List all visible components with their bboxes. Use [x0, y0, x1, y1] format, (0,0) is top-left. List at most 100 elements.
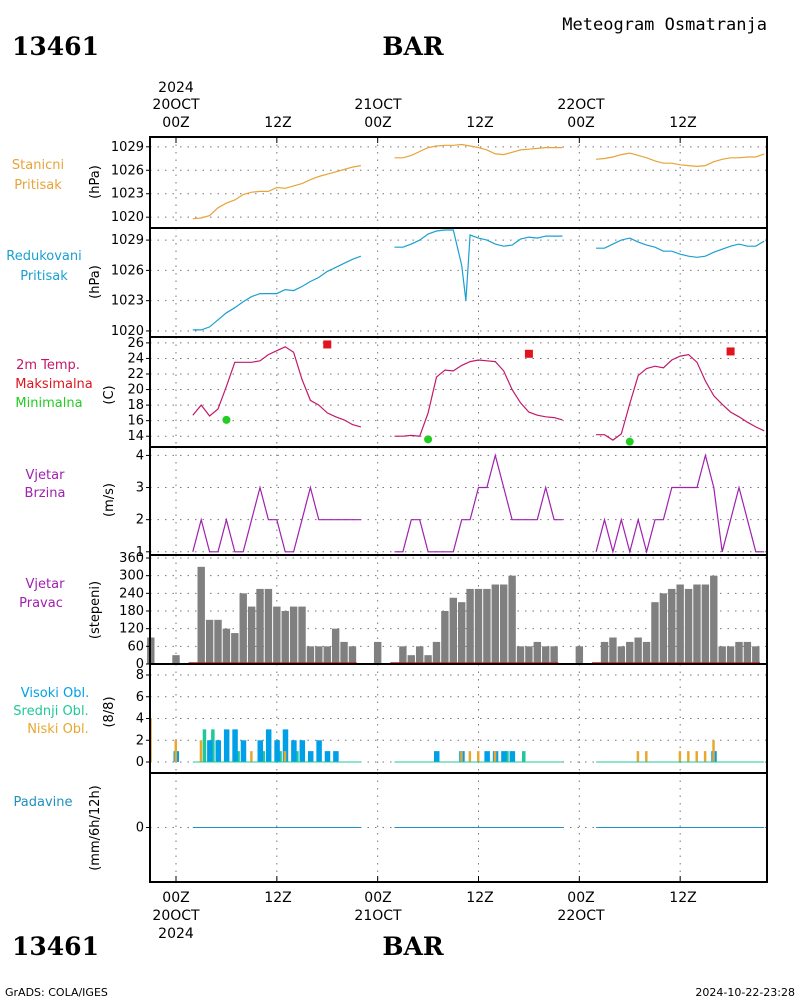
high-cloud-bar — [265, 729, 272, 762]
high-cloud-bar — [324, 751, 331, 762]
top-hour-label-1: 00Z — [162, 115, 189, 131]
wind-direction-bar — [247, 606, 256, 664]
wind-direction-bar — [222, 628, 231, 664]
high-cloud-bar — [215, 740, 222, 762]
y-tick-label: 18 — [127, 398, 144, 413]
y-tick-label: 180 — [119, 604, 144, 619]
wind-direction-bar — [491, 584, 500, 664]
wind-direction-bar — [752, 646, 760, 664]
y-tick-label: 360 — [119, 551, 144, 566]
top-hour-label-2: 12Z — [264, 115, 291, 131]
top-hour-label-5: 00Z — [567, 115, 594, 131]
label-reduced-pressure-2: Pritisak — [20, 269, 68, 284]
y-tick-label: 24 — [127, 351, 144, 366]
top-hour-label-4: 12Z — [466, 115, 493, 131]
wind-direction-bar — [172, 655, 180, 664]
plot-frame — [149, 136, 768, 883]
unit-reduced-pressure: (hPa) — [88, 265, 103, 299]
wind-direction-bar — [525, 646, 533, 664]
station-id-top: 13461 — [12, 32, 99, 61]
label-temp-2: Maksimalna — [15, 377, 93, 392]
wind-direction-bar — [432, 641, 441, 664]
low-cloud-bar — [477, 751, 480, 762]
bottom-hour-label-2: 12Z — [264, 890, 291, 906]
wind-direction-bar — [575, 646, 584, 664]
high-cloud-bar — [291, 740, 297, 762]
unit-precipitation: (mm/6h/12h) — [88, 785, 103, 871]
low-cloud-bar — [174, 740, 177, 762]
unit-clouds: (8/8) — [102, 696, 117, 727]
wind-direction-bar — [642, 641, 651, 664]
y-tick-label: 1 — [136, 545, 144, 560]
grid-lines — [150, 137, 767, 882]
mid-cloud-bar — [278, 751, 282, 762]
wind-direction-bar — [289, 606, 298, 664]
unit-wind-speed: (m/s) — [102, 483, 117, 517]
y-tick-label: 1026 — [111, 263, 144, 278]
axis-ticks: 1029102610231020102910261023102026242220… — [111, 137, 681, 882]
wind-direction-bar — [500, 584, 508, 664]
mid-cloud-bar — [505, 751, 509, 762]
y-tick-label: 120 — [119, 622, 144, 637]
low-cloud-bar — [687, 751, 690, 762]
reduced-pressure-line — [192, 255, 362, 331]
mid-cloud-bar — [211, 729, 215, 762]
high-cloud-bar — [257, 740, 264, 762]
y-tick-label: 240 — [119, 586, 144, 601]
wind-direction-bar — [214, 619, 222, 664]
y-tick-label: 3 — [136, 481, 144, 496]
wind-direction-bar — [668, 588, 676, 664]
y-tick-label: 1023 — [111, 294, 144, 309]
y-tick-label: 26 — [127, 336, 144, 351]
temperature-line — [596, 353, 765, 441]
low-cloud-bar — [468, 751, 472, 762]
tmin-marker — [222, 415, 231, 424]
label-wind-dir-2: Pravac — [19, 596, 63, 611]
y-tick-label: 0 — [136, 821, 144, 836]
top-hour-label-6: 12Z — [669, 115, 696, 131]
low-cloud-bar — [460, 751, 463, 762]
y-tick-label: 1020 — [111, 210, 144, 225]
wind-speed-line — [394, 453, 563, 553]
wind-direction-bar — [306, 646, 315, 664]
y-tick-label: 1029 — [111, 140, 144, 155]
label-temp-3: Minimalna — [15, 396, 82, 411]
low-cloud-bar — [250, 751, 253, 762]
top-hour-label-3: 00Z — [364, 115, 391, 131]
label-temp-1: 2m Temp. — [16, 358, 80, 373]
y-tick-label: 22 — [127, 367, 144, 382]
footer-timestamp: 2024-10-22-23:28 — [695, 986, 795, 999]
wind-direction-bar — [239, 593, 247, 664]
wind-direction-bar — [399, 646, 407, 664]
y-tick-label: 60 — [127, 639, 144, 654]
mid-cloud-bar — [522, 751, 526, 762]
high-cloud-bar — [240, 740, 247, 762]
chart-marks — [147, 143, 765, 828]
wind-direction-bar — [264, 588, 273, 664]
low-cloud-bar — [712, 740, 715, 762]
tmax-marker — [524, 349, 533, 358]
wind-direction-bar — [348, 646, 357, 664]
high-cloud-bar — [274, 740, 280, 762]
panel-frames — [149, 136, 768, 883]
y-tick-label: 20 — [127, 383, 144, 398]
label-reduced-pressure-1: Redukovani — [6, 249, 81, 264]
station-name-bottom: BAR — [382, 932, 444, 961]
wind-direction-bar — [684, 588, 693, 664]
bottom-day-label-1: 20OCT — [152, 908, 200, 924]
wind-direction-bar — [457, 602, 466, 664]
high-cloud-bar — [433, 751, 440, 762]
wind-direction-bar — [542, 646, 550, 664]
y-tick-label: 1023 — [111, 187, 144, 202]
unit-station-pressure: (hPa) — [88, 165, 103, 199]
tmax-marker — [323, 340, 332, 349]
wind-direction-bar — [617, 646, 626, 664]
bottom-year-label: 2024 — [158, 926, 194, 942]
unit-wind-direction: (stepeni) — [88, 581, 103, 639]
wind-direction-bar — [273, 606, 281, 664]
wind-direction-bar — [600, 641, 609, 664]
low-cloud-bar — [645, 751, 648, 762]
high-cloud-bar — [307, 751, 314, 762]
bottom-hour-label-6: 12Z — [669, 890, 696, 906]
label-wind-speed-2: Brzina — [25, 486, 66, 501]
